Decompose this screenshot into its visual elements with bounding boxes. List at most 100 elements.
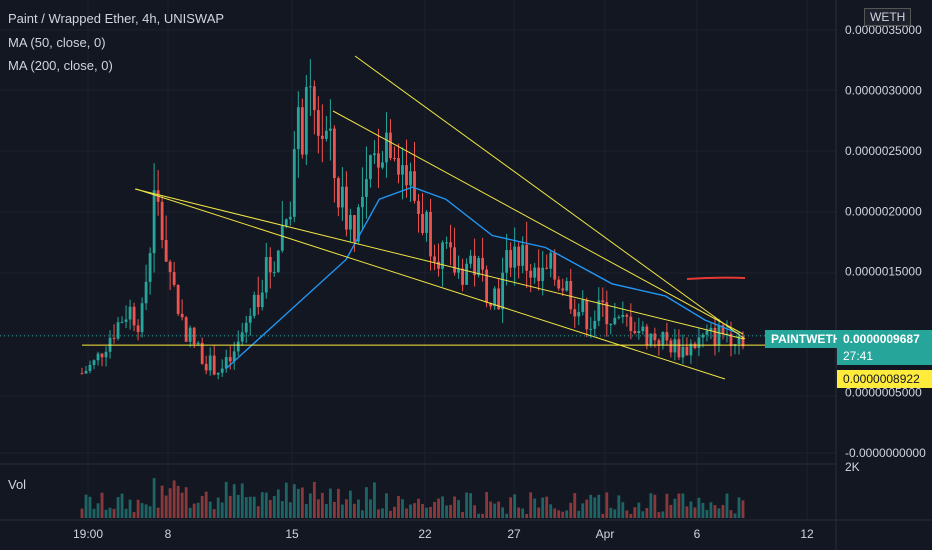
candle-body — [208, 355, 212, 371]
candle-body — [405, 165, 408, 186]
candle-body — [92, 360, 96, 365]
candle-body — [565, 281, 569, 291]
volume-bar — [565, 510, 569, 518]
volume-bar — [228, 495, 232, 518]
trendline-drawings[interactable] — [0, 55, 836, 380]
candle-body — [725, 333, 729, 335]
candle-body — [300, 107, 304, 155]
candle-body — [709, 327, 713, 331]
candle-body — [465, 263, 468, 285]
volume-bar — [168, 488, 172, 518]
volume-bar — [180, 492, 184, 518]
candle-body — [665, 332, 669, 341]
candle-body — [276, 250, 280, 272]
candle-body — [320, 135, 324, 139]
candle-body — [493, 288, 497, 307]
volume-bar — [296, 488, 300, 518]
candle-body — [421, 213, 424, 233]
volume-bar — [513, 494, 517, 518]
candle-body — [577, 311, 581, 317]
candle-body — [393, 157, 396, 159]
candle-body — [581, 299, 585, 312]
volume-bar — [709, 502, 713, 518]
level-price-badge: 0.0000008922 — [837, 370, 932, 388]
candle-body — [80, 373, 84, 375]
volume-bar — [112, 508, 116, 518]
candle-body — [164, 239, 168, 262]
volume-bar — [441, 496, 444, 518]
volume-bar — [669, 504, 673, 518]
volume-bar — [497, 501, 501, 518]
candle-body — [373, 153, 376, 156]
candle-body — [236, 341, 240, 352]
volume-bar — [204, 491, 208, 518]
candle-body — [641, 326, 645, 331]
volume-bar — [332, 501, 336, 518]
candle-body — [188, 327, 192, 342]
volume-bar — [312, 481, 316, 518]
volume-bar — [280, 501, 284, 518]
candle-body — [545, 267, 549, 269]
candle-body — [673, 339, 677, 353]
volume-bar — [373, 482, 376, 518]
candle-body — [268, 257, 272, 273]
candle-body — [328, 128, 332, 131]
candle-body — [312, 86, 316, 111]
volume-bar — [461, 512, 464, 518]
volume-bar — [721, 504, 725, 518]
volume-bar — [545, 496, 549, 518]
candle-body — [477, 258, 481, 276]
volume-bar — [449, 504, 452, 518]
candle-body — [304, 87, 308, 155]
volume-bar — [260, 492, 264, 518]
candle-body — [573, 309, 577, 317]
candles — [80, 59, 745, 380]
candle-body — [437, 261, 440, 269]
ma50-legend[interactable]: MA (50, close, 0) — [8, 35, 106, 50]
candle-body — [445, 242, 448, 244]
volume-bar — [601, 513, 605, 518]
volume-bar — [140, 503, 144, 518]
candle-body — [737, 335, 741, 345]
price-axis[interactable]: 0.0000035000 0.0000030000 0.0000025000 0.00… — [845, 23, 926, 474]
time-axis[interactable]: 19:00 8 15 22 27 Apr 6 12 — [73, 527, 814, 541]
chart-title: Paint / Wrapped Ether, 4h, UNISWAP — [8, 11, 225, 26]
candle-body — [649, 333, 653, 346]
volume-bar — [661, 511, 665, 518]
volume-bars — [80, 478, 745, 518]
volume-bar — [593, 497, 597, 518]
volume-bar — [344, 499, 348, 518]
countdown-badge: 27:41 — [837, 348, 932, 365]
volume-bar — [481, 513, 485, 518]
candle-body — [713, 327, 717, 346]
candle-body — [140, 303, 144, 333]
volume-bar — [393, 506, 396, 518]
candle-body — [152, 190, 156, 254]
candle-body — [212, 355, 216, 375]
candle-body — [264, 257, 268, 293]
ma200-legend[interactable]: MA (200, close, 0) — [8, 58, 113, 73]
currency-badge[interactable]: WETH — [864, 8, 912, 26]
volume-bar — [581, 503, 585, 518]
candle-body — [637, 330, 641, 334]
volume-bar — [108, 507, 112, 518]
candle-body — [677, 339, 681, 358]
candle-body — [617, 317, 621, 319]
time-tick-label: 27 — [507, 527, 521, 541]
volume-bar — [453, 496, 456, 518]
volume-legend[interactable]: Vol — [8, 477, 27, 492]
volume-bar — [361, 510, 364, 518]
volume-bar — [144, 504, 148, 518]
volume-bar — [733, 513, 737, 518]
candle-body — [473, 255, 476, 276]
volume-bar — [128, 499, 132, 518]
volume-bar — [328, 488, 332, 518]
volume-bar — [521, 508, 525, 518]
volume-bar — [304, 504, 308, 518]
volume-bar — [549, 504, 553, 518]
candle-body — [593, 320, 597, 329]
volume-bar — [437, 498, 440, 518]
volume-bar — [737, 497, 741, 518]
volume-bar — [645, 508, 649, 518]
